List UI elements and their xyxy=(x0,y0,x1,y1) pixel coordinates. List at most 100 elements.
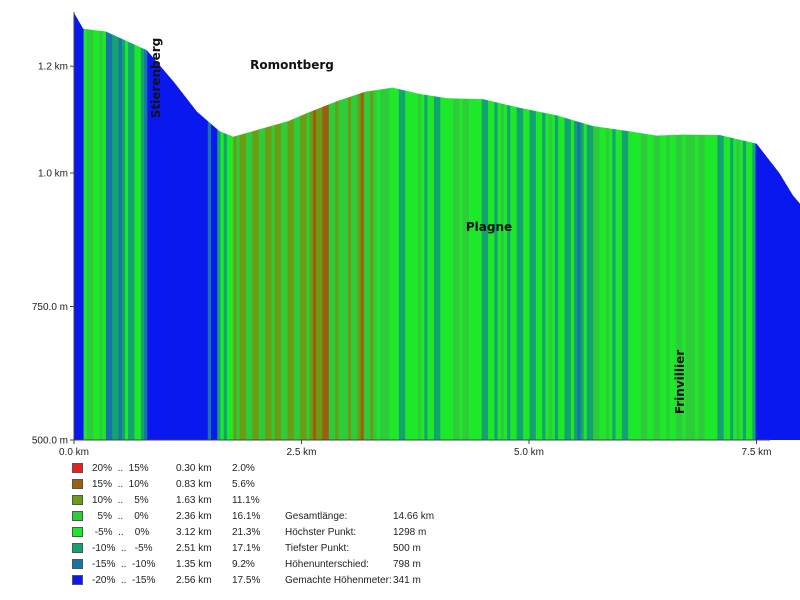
profile-stripe xyxy=(615,12,620,441)
legend-range: -20% .. -15% xyxy=(92,575,156,586)
legend-share: 9.2% xyxy=(232,559,255,570)
stat-row: Tiefster Punkt: 500 m xyxy=(285,540,485,556)
profile-stripe xyxy=(427,12,432,441)
profile-stripe xyxy=(672,12,677,441)
elevation-chart: 500.0 m 750.0 m 1.0 km 1.2 km 0.0 km 2.5 km 5… xyxy=(32,12,800,458)
y-tick-label: 750.0 m xyxy=(32,302,68,313)
legend-row: 10% .. 5% 1.63 km 11.1% xyxy=(72,492,372,508)
profile-stripe xyxy=(462,12,467,441)
x-tick-label: 0.0 km xyxy=(59,447,89,458)
profile-stripe xyxy=(583,12,588,441)
profile-stripe xyxy=(717,12,722,441)
legend-swatch xyxy=(72,479,83,489)
profile-stripe xyxy=(172,12,177,441)
profile-stripe xyxy=(195,12,199,441)
stat-value: 500 m xyxy=(393,543,421,554)
legend-row: -15% .. -10% 1.35 km 9.2% xyxy=(72,556,372,572)
profile-stripe xyxy=(93,12,97,441)
profile-stripe xyxy=(281,12,285,441)
legend-swatch xyxy=(72,511,83,521)
profile-stripe xyxy=(618,12,623,441)
profile-stripe xyxy=(211,12,215,441)
profile-stripe xyxy=(204,12,209,441)
profile-stripe xyxy=(755,12,760,441)
place-label: Frinvillier xyxy=(673,350,687,414)
profile-stripe xyxy=(468,12,473,441)
profile-stripe xyxy=(475,12,480,441)
profile-stripe xyxy=(303,12,308,441)
legend-range: 10% .. 5% xyxy=(92,495,149,506)
profile-stripe xyxy=(191,12,196,441)
profile-stripe xyxy=(185,12,190,441)
profile-stripe xyxy=(207,12,212,441)
profile-stripe xyxy=(793,12,798,441)
profile-stripe xyxy=(411,12,416,441)
profile-stripe xyxy=(236,12,241,441)
profile-stripe xyxy=(605,12,610,441)
profile-stripe xyxy=(685,12,690,441)
profile-stripe xyxy=(319,12,323,441)
legend-distance: 3.12 km xyxy=(176,527,212,538)
legend-distance: 0.30 km xyxy=(176,463,212,474)
profile-stripe xyxy=(723,12,728,441)
profile-stripe xyxy=(542,12,546,441)
profile-stripe xyxy=(433,12,438,441)
legend-range: -5% .. 0% xyxy=(92,527,150,538)
profile-stripe xyxy=(590,12,594,441)
legend-share: 16.1% xyxy=(232,511,261,522)
profile-stripe xyxy=(86,12,91,441)
profile-stripe xyxy=(360,12,365,441)
profile-stripe xyxy=(762,12,766,441)
profile-stripe xyxy=(695,12,699,441)
profile-stripe xyxy=(631,12,636,441)
profile-stripe xyxy=(370,12,374,441)
profile-stripe xyxy=(640,12,645,441)
profile-stripe xyxy=(516,12,521,441)
profile-stripe xyxy=(459,12,464,441)
profile-stripe xyxy=(74,12,78,441)
profile-stripe xyxy=(265,12,269,441)
profile-stripe xyxy=(284,12,288,441)
profile-stripe xyxy=(790,12,795,441)
profile-stripe xyxy=(255,12,260,441)
profile-stripe xyxy=(787,12,792,441)
profile-stripe xyxy=(405,12,409,441)
profile-stripe xyxy=(784,12,789,441)
profile-stripe xyxy=(258,12,263,441)
profile-stripe xyxy=(134,12,139,441)
profile-stripe xyxy=(504,12,508,441)
stat-row: Höchster Punkt: 1298 m xyxy=(285,524,485,540)
place-label: Plagne xyxy=(466,220,512,234)
profile-stripe xyxy=(175,12,180,441)
legend-row: 20% .. 15% 0.30 km 2.0% xyxy=(72,460,372,476)
profile-stripe xyxy=(609,12,613,441)
profile-stripe xyxy=(554,12,559,441)
profile-stripe xyxy=(418,12,422,441)
profile-stripe xyxy=(89,12,94,441)
profile-stripe xyxy=(160,12,164,441)
legend-row: 5% .. 0% 2.36 km 16.1% xyxy=(72,508,372,524)
profile-stripe xyxy=(484,12,489,441)
profile-stripe xyxy=(749,12,753,441)
profile-stripe xyxy=(577,12,581,441)
profile-stripe xyxy=(443,12,448,441)
profile-stripe xyxy=(465,12,470,441)
profile-stripe xyxy=(297,12,301,441)
stat-value: 1298 m xyxy=(393,527,427,538)
profile-stripe xyxy=(456,12,460,441)
profile-stripe xyxy=(354,12,359,441)
profile-stripe xyxy=(691,12,696,441)
profile-stripe xyxy=(179,12,183,441)
profile-stripe xyxy=(341,12,346,441)
legend-swatch xyxy=(72,559,83,569)
profile-stripe xyxy=(99,12,104,441)
profile-stripe xyxy=(720,12,725,441)
legend-swatch xyxy=(72,575,83,585)
profile-stripe xyxy=(115,12,120,441)
profile-stripe xyxy=(198,12,202,441)
legend-range: -15% .. -10% xyxy=(92,559,156,570)
profile-stripe xyxy=(529,12,534,441)
legend-row: -20% .. -15% 2.56 km 17.5% xyxy=(72,572,372,588)
profile-stripe xyxy=(736,12,741,441)
profile-stripe xyxy=(306,12,311,441)
